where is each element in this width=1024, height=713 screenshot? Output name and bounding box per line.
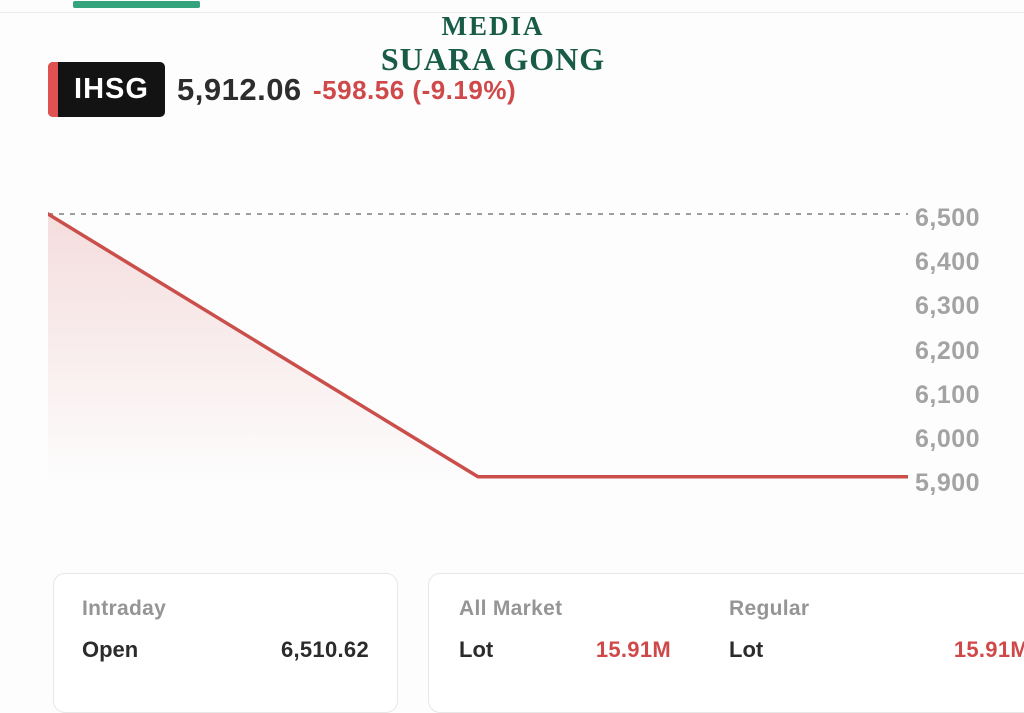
y-axis-label: 6,500 bbox=[915, 204, 981, 232]
header-divider bbox=[0, 12, 1024, 13]
brand-logo: MEDIA SUARA GONG bbox=[368, 11, 618, 77]
stat-row-open: Open 6,510.62 bbox=[82, 637, 369, 663]
all-market-lot-value: 15.91M bbox=[595, 637, 671, 662]
ticker-badge[interactable]: IHSG bbox=[48, 62, 165, 117]
all-market-column: All Market Lot 15.91M bbox=[459, 597, 671, 689]
y-axis-label: 6,400 bbox=[915, 248, 981, 276]
brand-name-line1: MEDIA bbox=[441, 11, 545, 41]
open-label: Open bbox=[82, 637, 139, 662]
regular-lot-value: 15.91M bbox=[953, 637, 1024, 662]
regular-lot-label: Lot bbox=[729, 637, 764, 662]
brand-name-line2: SUARA GONG bbox=[380, 41, 606, 77]
market-card: All Market Lot 15.91M Regular Lot 15.91M bbox=[428, 573, 1024, 713]
intraday-card: Intraday Open 6,510.62 bbox=[53, 573, 398, 713]
open-value: 6,510.62 bbox=[280, 637, 369, 662]
price-chart[interactable] bbox=[48, 200, 908, 500]
price-change: -598.56 (-9.19%) bbox=[313, 75, 517, 105]
stat-row-all-market-lot: Lot 15.91M bbox=[459, 637, 671, 663]
price-line bbox=[48, 212, 908, 479]
regular-column: Regular Lot 15.91M bbox=[729, 597, 1024, 689]
active-tab-indicator bbox=[73, 1, 200, 8]
y-axis-label: 5,900 bbox=[915, 469, 981, 497]
chart-area-fill bbox=[48, 214, 908, 500]
intraday-card-title: Intraday bbox=[82, 597, 167, 620]
ticker-symbol: IHSG bbox=[74, 73, 149, 105]
all-market-lot-label: Lot bbox=[459, 637, 494, 662]
regular-title: Regular bbox=[729, 597, 810, 620]
y-axis-label: 6,200 bbox=[915, 337, 981, 365]
y-axis-label: 6,100 bbox=[915, 381, 981, 409]
y-axis-label: 6,000 bbox=[915, 425, 981, 453]
last-price: 5,912.06 bbox=[177, 72, 302, 107]
stat-row-regular-lot: Lot 15.91M bbox=[729, 637, 1024, 663]
all-market-title: All Market bbox=[459, 597, 563, 620]
ticker-accent-bar bbox=[48, 62, 58, 117]
y-axis-label: 6,300 bbox=[915, 292, 981, 320]
